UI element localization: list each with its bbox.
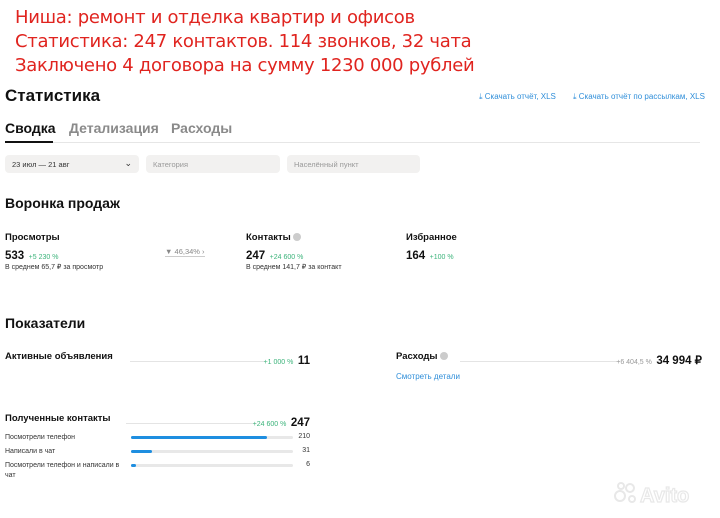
contact-row-bar-track [131,436,293,439]
date-range-select[interactable]: 23 июл — 21 авг ⌄ [5,155,139,173]
tab-expenses[interactable]: Расходы [171,120,233,136]
contact-row-label: Написали в чат [5,448,56,455]
indicators-title: Показатели [5,315,86,331]
contact-row-value: 210 [298,433,310,440]
contact-row-bar-fill [131,450,153,453]
favorites-value-row: 164 +100 % [406,250,454,262]
info-icon[interactable] [293,233,302,241]
expenses-label: Расходы [396,351,449,362]
page-title: Статистика [5,86,101,105]
contact-row-bar-fill [131,436,268,439]
contact-row-bar-fill [131,464,136,467]
tabs-divider [5,142,700,143]
contacts-avg: В среднем 141,7 ₽ за контакт [246,264,342,271]
active-ads-value-row: +1 000 % 11 [263,355,310,367]
download-icon: ⤓ [573,92,579,101]
city-input[interactable]: Населённый пункт [287,155,420,173]
leader-line [460,361,620,362]
view-details-link[interactable]: Смотреть детали [396,372,460,381]
category-input[interactable]: Категория [146,155,280,173]
download-xls-link[interactable]: ⤓ Скачать отчёт, XLS [479,92,556,101]
conversion-link[interactable]: ▼ 46,34% › [165,247,205,257]
funnel-title: Воронка продаж [5,195,120,211]
contacts-label: Контакты [246,232,302,243]
avito-watermark-logo: Avito [614,482,690,508]
contact-row-value: 31 [302,447,310,454]
views-avg: В среднем 65,7 ₽ за просмотр [5,264,104,271]
note-line-2: Статистика: 247 контактов. 114 звонков, … [15,31,472,52]
views-value-row: 533 +5 230 % [5,250,59,262]
favorites-label: Избранное [406,232,457,243]
views-label: Просмотры [5,232,60,243]
expenses-value-row: +6 404,5 % 34 994 ₽ [616,355,702,367]
received-contacts-label: Полученные контакты [5,413,111,424]
note-line-3: Заключено 4 договора на сумму 1230 000 р… [15,55,475,76]
funnel-icon: ▼ [165,247,173,256]
svg-text:Avito: Avito [640,485,689,507]
received-contacts-value-row: +24 600 % 247 [252,417,310,429]
contact-row-label: Посмотрели телефон и написали в чат [5,462,120,479]
tab-summary[interactable]: Сводка [5,120,56,136]
tab-details[interactable]: Детализация [69,120,159,136]
active-ads-label: Активные объявления [5,351,113,362]
contact-row-bar-track [131,464,293,467]
download-mailing-xls-link[interactable]: ⤓ Скачать отчёт по рассылкам, XLS [573,92,705,101]
chevron-down-icon: ⌄ [124,158,132,168]
contact-row-label: Посмотрели телефон [5,434,75,441]
download-icon: ⤓ [479,92,485,101]
active-tab-indicator [5,141,53,143]
contact-row-value: 6 [306,461,310,468]
leader-line [130,361,265,362]
leader-line [126,423,256,424]
contact-row-bar-track [131,450,293,453]
note-line-1: Ниша: ремонт и отделка квартир и офисов [15,7,415,28]
info-icon[interactable] [440,352,449,360]
contacts-value-row: 247 +24 600 % [246,250,304,262]
